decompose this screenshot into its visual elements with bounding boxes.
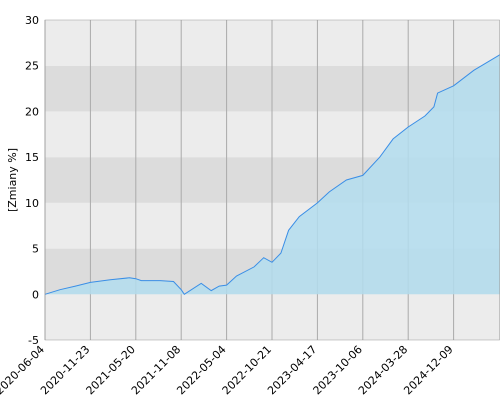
line (44, 54, 500, 295)
area-fill (45, 54, 500, 295)
y-tick-label: 20 (25, 105, 39, 118)
y-tick-label: 0 (32, 288, 39, 301)
y-tick-label: 30 (25, 14, 39, 27)
x-tick-label: 2024-12-09 (401, 343, 455, 397)
y-tick-label: 5 (32, 243, 39, 256)
y-tick-label: 25 (25, 60, 39, 73)
y-axis-label: [Zmiany %] (6, 148, 19, 212)
y-tick-label: 15 (25, 151, 39, 164)
y-tick-label: -5 (28, 334, 39, 347)
y-tick-label: 10 (25, 197, 39, 210)
